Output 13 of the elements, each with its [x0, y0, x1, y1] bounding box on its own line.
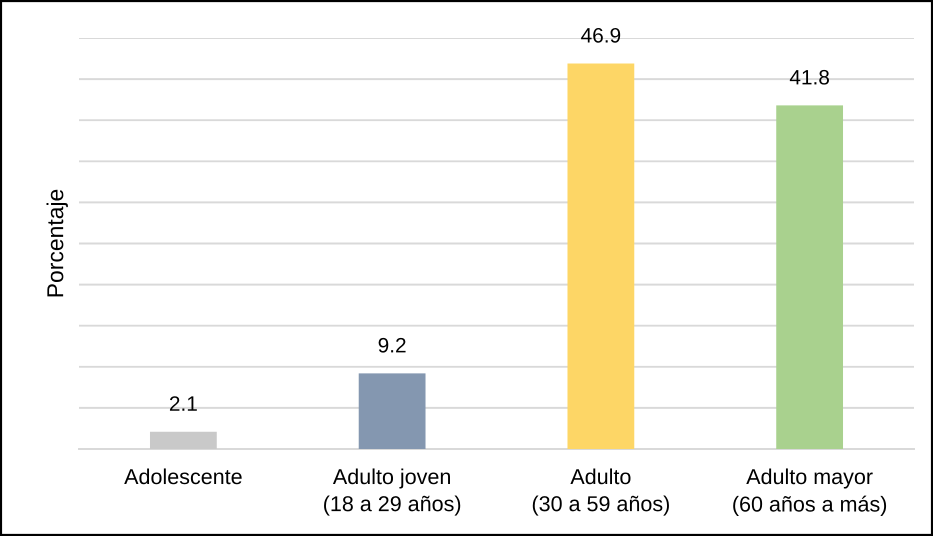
data-label: 9.2 [378, 338, 406, 353]
x-tick-label: Adolescente [124, 468, 242, 484]
bar [150, 432, 217, 449]
data-label: 2.1 [170, 396, 197, 411]
bar [358, 373, 426, 449]
x-tick-label: Adulto joven (18 a 29 años) [324, 468, 460, 516]
data-label: 41.8 [790, 70, 829, 85]
data-label: 46.9 [581, 28, 620, 43]
x-tick-label: Adulto mayor (60 años a más) [733, 468, 886, 516]
y-axis-title: Porcentaje [46, 190, 68, 296]
bar [776, 105, 844, 449]
x-tick-label: Adulto (30 a 59 años) [532, 468, 669, 516]
bar [567, 63, 634, 449]
